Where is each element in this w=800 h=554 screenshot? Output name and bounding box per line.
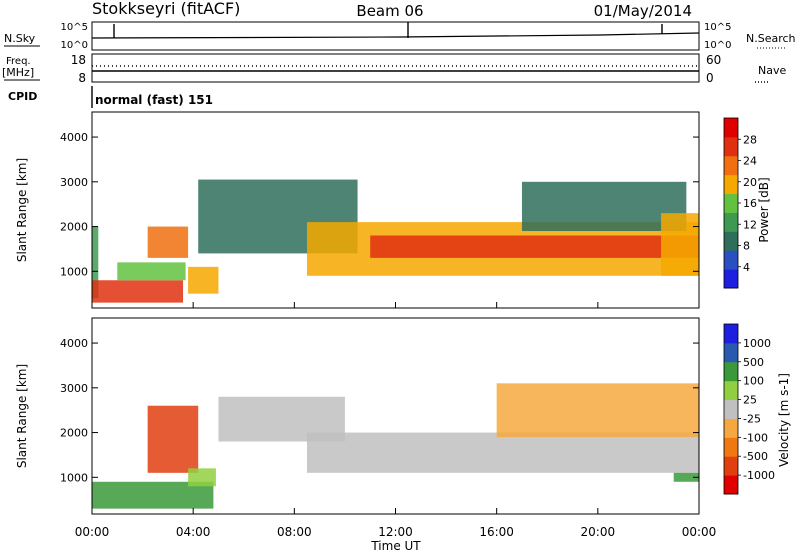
freq-left-tick-bottom: 8 <box>78 71 86 85</box>
velocity-region-5 <box>496 383 699 438</box>
velocity-colorbar-tick-label: -100 <box>743 431 768 444</box>
velocity-ytick-label: 2000 <box>60 427 88 440</box>
velocity-colorbar-tick-label: 100 <box>743 375 764 388</box>
velocity-colorbar-tick-label: 25 <box>743 394 757 407</box>
velocity-colorbar-segment <box>724 342 738 363</box>
sky-right-tick-bottom: 10^0 <box>704 40 731 51</box>
power-colorbar-tick-label: 20 <box>743 176 757 189</box>
power-colorbar-segment <box>724 212 738 232</box>
sky-left-label: N.Sky <box>4 32 36 45</box>
velocity-colorbar-segment <box>724 475 738 495</box>
sky-left-tick-top: 10^5 <box>61 22 88 33</box>
velocity-colorbar-segment <box>724 324 738 344</box>
power-colorbar: 28 24 20 16 12 8 4 <box>723 117 757 289</box>
velocity-colorbar-segment <box>724 456 738 476</box>
velocity-y-axis: 4000 3000 2000 1000 <box>60 337 699 484</box>
power-region-9 <box>661 213 699 276</box>
power-colorbar-segment <box>724 174 738 195</box>
velocity-colorbar-label-text: Velocity [m s-1] <box>777 373 791 467</box>
freq-left-unit: [MHz] <box>2 66 34 79</box>
power-colorbar-segment <box>724 155 738 176</box>
sky-panel-frame <box>91 21 700 51</box>
power-colorbar-segment <box>724 118 738 138</box>
freq-right-label: Nave <box>758 64 786 77</box>
power-region-3 <box>147 226 189 258</box>
power-ytick-label: 3000 <box>60 176 88 189</box>
x-tick-label: 16:00 <box>479 525 514 539</box>
power-region-2 <box>117 262 186 281</box>
velocity-colorbar-tick-label: 1000 <box>743 337 771 350</box>
power-region-8 <box>521 181 687 232</box>
power-colorbar-label: Power [dB] <box>757 177 771 242</box>
cpid-mode-text: normal (fast) 151 <box>95 93 213 107</box>
velocity-colorbar-segment <box>724 380 738 401</box>
power-colorbar-segment <box>724 231 738 251</box>
power-ytick-label: 1000 <box>60 265 88 278</box>
velocity-colorbar-tick-label: 500 <box>743 356 764 369</box>
velocity-region-6 <box>673 472 699 482</box>
power-region-4 <box>188 266 219 294</box>
velocity-heatmap <box>92 383 699 509</box>
date-title: 01/May/2014 <box>594 2 692 20</box>
power-colorbar-tick-label: 4 <box>743 261 750 274</box>
velocity-colorbar-tick-label: -1000 <box>743 469 775 482</box>
power-colorbar-tick-label: 16 <box>743 197 757 210</box>
freq-panel-frame <box>91 53 700 83</box>
freq-left-tick-top: 18 <box>71 53 86 67</box>
x-axis: 00:00 04:00 08:00 12:00 16:00 20:00 00:00 <box>75 302 717 539</box>
x-tick-label: 20:00 <box>581 525 616 539</box>
x-tick-label: 00:00 <box>75 525 110 539</box>
x-tick-label: 04:00 <box>176 525 211 539</box>
power-colorbar-segment <box>724 269 738 289</box>
velocity-ytick-label: 1000 <box>60 471 88 484</box>
velocity-colorbar-tick-label: -500 <box>743 450 768 463</box>
freq-right-tick-bottom: 0 <box>706 71 714 85</box>
sky-right-tick-top: 10^5 <box>704 22 731 33</box>
velocity-colorbar-tick-label: -25 <box>743 412 761 425</box>
x-tick-label: 08:00 <box>277 525 312 539</box>
power-ytick-label: 2000 <box>60 221 88 234</box>
power-colorbar-segment <box>724 193 738 213</box>
velocity-colorbar-frame <box>723 323 739 495</box>
x-axis-label: Time UT <box>370 539 421 553</box>
sky-right-label: N.Search <box>746 32 796 45</box>
power-region-1 <box>92 280 184 303</box>
power-colorbar-segment <box>724 250 738 270</box>
velocity-ytick-label: 3000 <box>60 382 88 395</box>
power-colorbar-segment <box>724 136 738 157</box>
velocity-ytick-label: 4000 <box>60 337 88 350</box>
power-colorbar-tick-label: 24 <box>743 155 757 168</box>
freq-right-tick-top: 60 <box>706 53 721 67</box>
station-title: Stokkseyri (fitACF) <box>92 0 240 18</box>
sky-series-line <box>91 32 700 39</box>
sky-left-tick-bottom: 10^0 <box>61 40 88 51</box>
power-region-7 <box>370 235 699 258</box>
power-heatmap <box>92 179 699 303</box>
velocity-region-1 <box>147 405 199 473</box>
x-tick-label: 00:00 <box>682 525 717 539</box>
velocity-colorbar-segment <box>724 418 738 438</box>
beam-title: Beam 06 <box>356 2 423 20</box>
x-tick-label: 12:00 <box>378 525 413 539</box>
velocity-colorbar-label: Velocity [m s-1] <box>777 373 791 467</box>
velocity-colorbar-segment <box>724 361 738 382</box>
power-ytick-label: 4000 <box>60 131 88 144</box>
velocity-colorbar-segment <box>724 437 738 457</box>
velocity-colorbar-segment <box>724 399 738 419</box>
power-colorbar-tick-label: 8 <box>743 240 750 253</box>
velocity-region-2 <box>188 468 216 487</box>
freq-left-label: Freq. <box>6 56 31 67</box>
velocity-ylabel: Slant Range [km] <box>15 364 29 468</box>
power-colorbar-tick-label: 28 <box>743 133 757 146</box>
velocity-region-4 <box>306 432 699 473</box>
cpid-label: CPID <box>8 90 37 103</box>
power-y-axis: 4000 3000 2000 1000 <box>60 131 699 278</box>
power-region-0 <box>92 226 99 299</box>
velocity-colorbar: 1000 500 100 25 -25 -100 -500 -1000 <box>723 323 775 495</box>
power-colorbar-tick-label: 12 <box>743 218 757 231</box>
power-ylabel: Slant Range [km] <box>15 158 29 262</box>
